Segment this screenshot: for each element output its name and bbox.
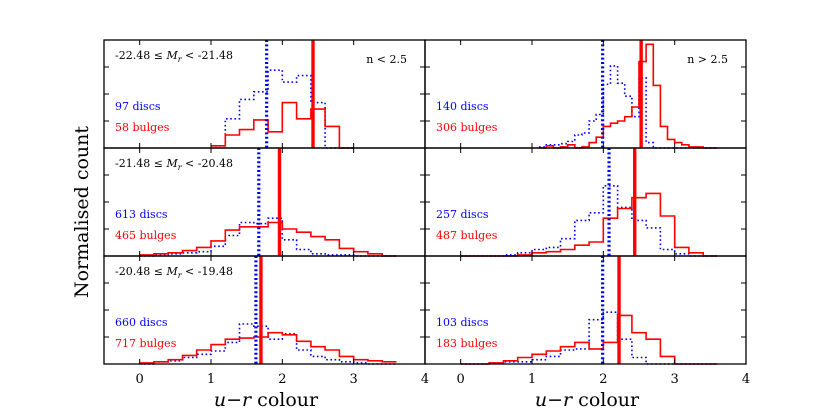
- x-axis-label-right-unit: colour: [572, 389, 640, 411]
- x-axis-label-right: u−r colour: [535, 389, 640, 411]
- x-tick-label: 4: [742, 372, 750, 387]
- magnitude-range: -21.48 ≤ Mr < -20.48: [115, 157, 233, 172]
- sersic-tag: n > 2.5: [687, 53, 728, 66]
- bulge-count: 306 bulges: [436, 121, 498, 134]
- bulge-count: 487 bulges: [436, 229, 498, 242]
- x-axis-label-left: u−r colour: [214, 389, 319, 411]
- bulge-histogram: [139, 221, 397, 257]
- panel-p21: 103 discs 183 bulges: [424, 255, 747, 365]
- disc-histogram: [539, 65, 718, 149]
- panels-group: -22.48 ≤ Mr < -21.48 n < 2.5 97 discs 58 bu…: [103, 39, 747, 365]
- disc-count: 257 discs: [436, 208, 489, 221]
- disc-histogram: [211, 69, 354, 149]
- disc-count: 140 discs: [436, 100, 489, 113]
- bulge-histogram: [139, 331, 397, 364]
- panel-p01: n > 2.5 140 discs 306 bulges: [424, 39, 747, 149]
- bulge-histogram: [460, 314, 718, 365]
- panel-p11: 257 discs 487 bulges: [424, 147, 747, 257]
- x-axis-label-right-var: u−r: [535, 389, 574, 411]
- disc-histogram: [139, 323, 397, 365]
- panel-p00: -22.48 ≤ Mr < -21.48 n < 2.5 97 discs 58 bu…: [103, 39, 426, 149]
- disc-count: 613 discs: [115, 208, 168, 221]
- magnitude-upper: -19.48: [198, 265, 233, 278]
- x-tick-labels: 0 1 2 3 4 0 1 2 3 4: [136, 372, 751, 387]
- magnitude-lower: -20.48: [115, 265, 150, 278]
- magnitude-sub: r: [178, 55, 183, 64]
- bulge-histogram: [539, 43, 718, 149]
- bulge-histogram: [460, 192, 718, 257]
- disc-count: 97 discs: [115, 100, 161, 113]
- magnitude-range: -20.48 ≤ Mr < -19.48: [115, 265, 233, 280]
- panel-p10: -21.48 ≤ Mr < -20.48 613 discs 465 bulges: [103, 147, 426, 257]
- disc-histogram: [460, 311, 718, 365]
- x-tick-label: 2: [278, 372, 286, 387]
- x-axis-label-left-unit: colour: [251, 389, 319, 411]
- x-tick-label: 0: [136, 372, 144, 387]
- magnitude-upper: -21.48: [198, 49, 233, 62]
- magnitude-lower: -21.48: [115, 157, 150, 170]
- x-axis-label-left-var: u−r: [214, 389, 253, 411]
- bulge-count: 58 bulges: [115, 121, 170, 134]
- magnitude-m: M: [165, 49, 178, 62]
- magnitude-sym-lt: <: [182, 49, 198, 62]
- sersic-tag: n < 2.5: [366, 53, 407, 66]
- panel-frame: [424, 255, 747, 365]
- disc-count: 103 discs: [436, 316, 489, 329]
- x-tick-label: 3: [350, 372, 358, 387]
- x-tick-label: 0: [457, 372, 465, 387]
- panel-p20: -20.48 ≤ Mr < -19.48 660 discs 717 bulges: [103, 255, 426, 365]
- bulge-count: 465 bulges: [115, 229, 177, 242]
- bulge-count: 717 bulges: [115, 337, 177, 350]
- magnitude-lower: -22.48: [115, 49, 150, 62]
- magnitude-sym-lt: <: [182, 265, 198, 278]
- disc-count: 660 discs: [115, 316, 168, 329]
- y-axis-label: Normalised count: [71, 126, 93, 298]
- magnitude-m: M: [165, 157, 178, 170]
- magnitude-sym-le: ≤: [150, 49, 166, 62]
- magnitude-sub: r: [178, 163, 183, 172]
- magnitude-sub: r: [178, 271, 183, 280]
- x-tick-label: 2: [599, 372, 607, 387]
- magnitude-m: M: [165, 265, 178, 278]
- x-tick-label: 3: [671, 372, 679, 387]
- bulge-histogram: [211, 101, 354, 149]
- x-tick-label: 1: [207, 372, 215, 387]
- magnitude-range: -22.48 ≤ Mr < -21.48: [115, 49, 233, 64]
- magnitude-sym-lt: <: [182, 157, 198, 170]
- magnitude-sym-le: ≤: [150, 265, 166, 278]
- x-tick-label: 1: [528, 372, 536, 387]
- x-tick-label: 4: [421, 372, 429, 387]
- magnitude-sym-le: ≤: [150, 157, 166, 170]
- magnitude-upper: -20.48: [198, 157, 233, 170]
- bulge-count: 183 bulges: [436, 337, 498, 350]
